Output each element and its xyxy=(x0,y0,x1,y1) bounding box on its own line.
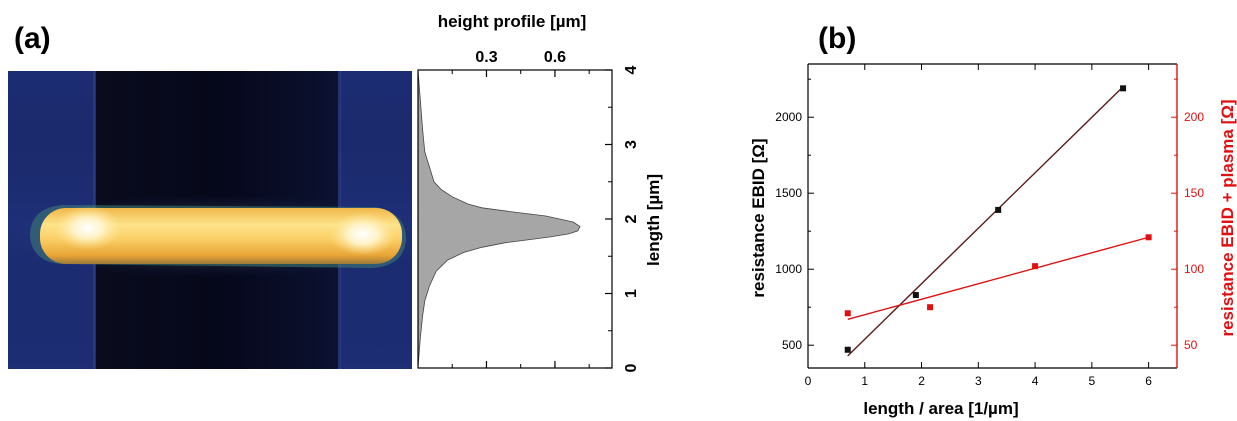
data-point-right xyxy=(1032,263,1039,270)
length-axis-title: length [µm] xyxy=(644,174,663,266)
profile-y-tick-label: 4 xyxy=(623,65,640,74)
y-tick-label-left: 500 xyxy=(782,338,802,352)
y-tick-label-right: 200 xyxy=(1184,110,1204,124)
height-profile-area xyxy=(417,69,581,369)
y-tick-label-right: 50 xyxy=(1184,338,1198,352)
profile-y-tick-label: 2 xyxy=(623,214,640,223)
y-axis-title-right: resistance EBID + plasma [Ω] xyxy=(1218,99,1237,336)
profile-y-tick-label: 3 xyxy=(623,140,640,149)
height-profile-plot: height profile [µm] length [µm] 0.3 0.6 0 1… xyxy=(417,12,663,372)
resistance-plot: length / area [1/µm] resistance EBID [Ω]… xyxy=(749,63,1237,418)
data-point-right xyxy=(1145,234,1152,241)
afm-image xyxy=(8,71,412,369)
y-tick-label-left: 2000 xyxy=(775,110,802,124)
profile-x-tick-label: 0.6 xyxy=(544,49,566,66)
data-point-right xyxy=(927,304,934,311)
data-point-left xyxy=(912,292,919,299)
panel-a-label: (a) xyxy=(14,22,51,55)
data-point-left xyxy=(995,206,1002,213)
x-tick-label: 4 xyxy=(1032,374,1039,388)
profile-y-tick-label: 0 xyxy=(623,363,640,372)
x-tick-label: 3 xyxy=(975,374,982,388)
profile-x-tick-label: 0.3 xyxy=(475,49,497,66)
data-point-left xyxy=(1120,85,1127,92)
x-tick-label: 0 xyxy=(805,374,812,388)
x-tick-label: 6 xyxy=(1145,374,1152,388)
x-axis-title: length / area [1/µm] xyxy=(863,399,1018,418)
x-tick-label: 2 xyxy=(918,374,925,388)
data-point-left xyxy=(844,346,851,353)
height-profile-axis-title: height profile [µm] xyxy=(438,12,587,31)
fit-line-left xyxy=(847,86,1124,357)
y-tick-label-left: 1500 xyxy=(775,186,802,200)
y-tick-label-right: 150 xyxy=(1184,186,1204,200)
panel-b-label: (b) xyxy=(818,22,856,55)
y-tick-label-left: 1000 xyxy=(775,262,802,276)
x-tick-label: 5 xyxy=(1089,374,1096,388)
fit-line-right xyxy=(847,236,1149,321)
data-point-right xyxy=(844,310,851,317)
y-tick-label-right: 100 xyxy=(1184,262,1204,276)
y-axis-title-left: resistance EBID [Ω] xyxy=(749,138,768,297)
profile-y-tick-label: 1 xyxy=(623,289,640,298)
x-tick-label: 1 xyxy=(861,374,868,388)
